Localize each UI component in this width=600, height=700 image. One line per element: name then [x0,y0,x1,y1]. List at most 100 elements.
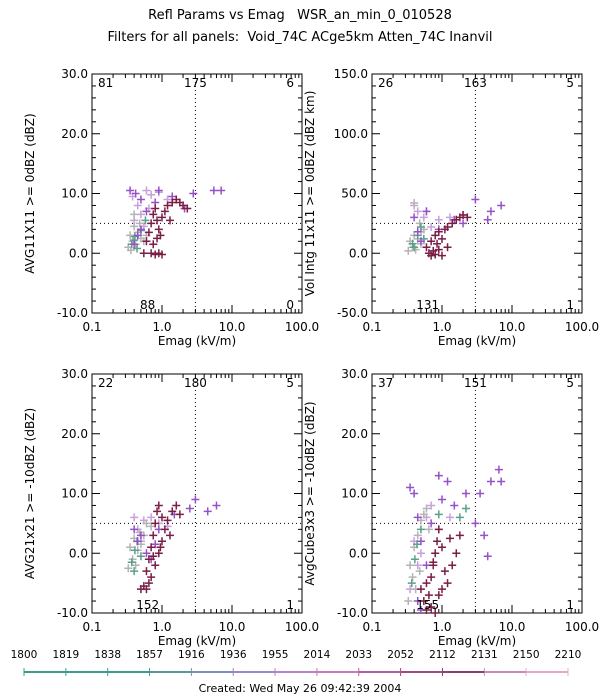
colorbar-label: 2014 [304,649,331,661]
scatter-point [156,231,165,240]
scatter-point [203,507,212,516]
colorbar-label: 1819 [52,649,79,661]
scatter-point [419,597,428,606]
scatter-point [438,234,446,243]
x-tick-label: 0.1 [82,320,101,334]
scatter-point [427,222,436,231]
scatter-point [433,537,442,546]
count-bottom-center: 131 [416,298,439,312]
scatter-point [416,237,425,246]
scatter-point [443,477,452,486]
figure-subtitle: Filters for all panels: Void_74C ACge5km… [107,30,493,45]
y-tick-label: 100.0 [334,127,368,141]
scatter-point [413,227,422,236]
scatter-point [133,537,142,546]
y-tick-label: 10.0 [61,187,88,201]
scatter-point [160,207,169,216]
scatter-point [419,510,428,519]
y-tick-label: -50.0 [337,306,368,320]
scatter-point [438,585,446,594]
scatter-point [459,211,468,220]
y-axis-label: Vol Intg 11x11 >= 0dBZ (dBZ km) [303,91,317,297]
y-tick-label: -10.0 [57,606,88,620]
scatter-point [175,510,184,519]
y-tick-label: 30.0 [341,367,368,381]
scatter-point [438,495,446,504]
scatter-point [410,555,419,564]
scatter-point [144,579,153,588]
scatter-point [153,507,162,516]
scatter-point [445,513,454,522]
scatter-point [443,579,452,588]
scatter-point [136,225,145,234]
scatter-point [427,501,436,510]
count-top-left: 26 [378,76,393,90]
count-top-right: 5 [566,376,574,390]
scatter-point [433,239,442,248]
scatter-point [160,525,169,534]
scatter-point [404,246,413,255]
scatter-point [124,564,133,573]
scatter-point [189,189,198,198]
scatter-point [434,591,443,600]
x-tick-label: 100.0 [565,620,599,634]
x-axis-label: Emag (kV/m) [158,334,236,348]
scatter-point [434,245,443,254]
scatter-point [130,210,139,219]
scatter-point [130,513,139,522]
y-tick-label: 50.0 [341,187,368,201]
scatter-point [427,251,436,260]
y-tick-label: 0.0 [349,546,368,560]
y-axis-label: AVG11X11 >= 0dBZ (dBZ) [23,113,37,273]
scatter-point [416,222,425,231]
y-tick-label: 20.0 [61,127,88,141]
scatter-point [130,525,139,534]
scatter-point [147,219,156,228]
count-top-center: 175 [184,76,207,90]
scatter-point [463,213,472,222]
scatter-point [431,231,440,240]
scatter-point [452,549,461,558]
x-tick-label: 0.1 [362,320,381,334]
colorbar-label: 2150 [513,649,540,661]
scatter-point [133,244,142,253]
x-tick-label: 10.0 [499,620,526,634]
scatter-point [445,534,454,543]
scatter-point [151,561,160,570]
scatter-point [440,567,449,576]
scatter-point [126,231,135,240]
scatter-point [142,186,151,195]
scatter-point [139,249,148,258]
scatter-point [153,216,162,225]
y-axis-label: AVG21x21 >= -10dBZ (dBZ) [23,408,37,579]
y-tick-label: 0.0 [69,246,88,260]
scatter-point [136,210,145,219]
scatter-point [408,239,417,248]
scatter-point [147,513,156,522]
count-top-center: 163 [464,76,487,90]
scatter-point [422,207,431,216]
count-top-left: 81 [98,76,113,90]
scatter-point [443,243,452,252]
scatter-point [448,561,457,570]
scatter-point [434,227,443,236]
colorbar-label: 2052 [387,649,414,661]
count-bottom-right: 1 [566,298,574,312]
scatter-point [136,195,145,204]
scatter-point [126,543,135,552]
scatter-point [127,558,136,567]
scatter-point [131,189,140,198]
colorbar-label: 1838 [94,649,121,661]
plot-frame [371,73,583,314]
count-top-right: 6 [286,76,294,90]
scatter-point [416,549,425,558]
scatter-point [172,501,181,510]
y-axis-label: AvgCube3x3 >= -10dBZ (dBZ) [303,401,317,585]
scatter-point [408,573,417,582]
scatter-point [422,243,431,252]
scatter-point [142,567,151,576]
scatter-point [156,543,165,552]
scatter-point [158,537,166,546]
scatter-point [416,585,425,594]
count-bottom-center: 152 [136,598,159,612]
